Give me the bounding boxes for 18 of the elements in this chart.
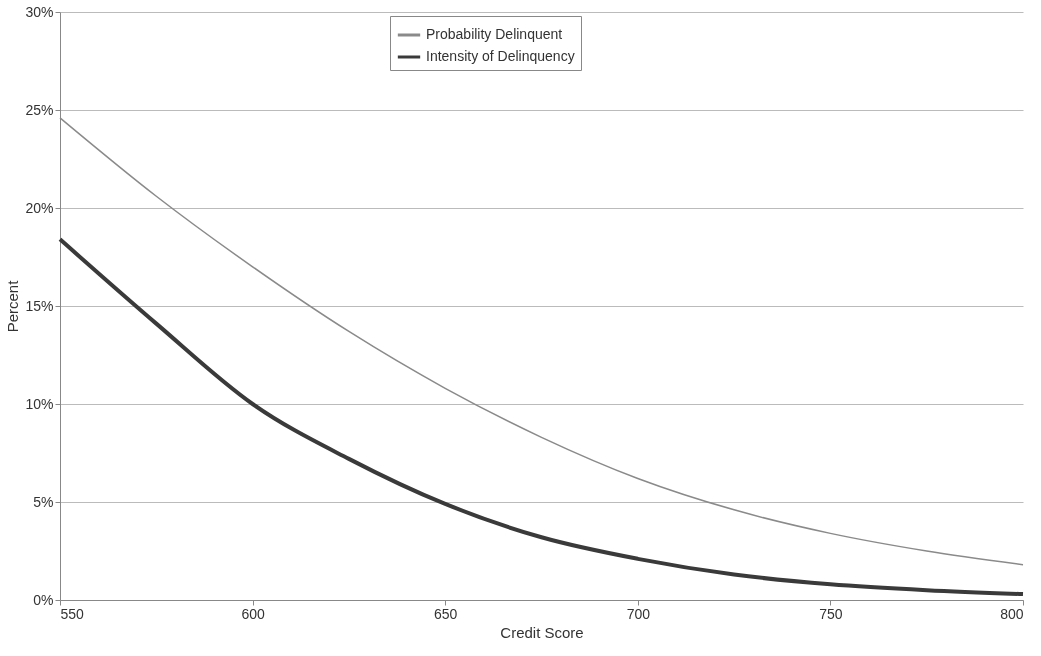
y-tick-label: 25% [25, 101, 54, 118]
x-axis-title: Credit Score [500, 623, 584, 641]
x-tick-label: 650 [434, 605, 458, 622]
legend-label: Probability Delinquent [426, 26, 563, 42]
y-tick-label: 30% [25, 3, 54, 20]
x-tick-label: 750 [819, 605, 843, 622]
y-tick-label: 0% [33, 591, 54, 608]
y-tick-label: 10% [25, 395, 54, 412]
y-tick-label: 5% [33, 493, 54, 510]
x-tick-label: 600 [241, 605, 265, 622]
y-tick-label: 20% [25, 199, 54, 216]
x-tick-label: 550 [60, 605, 85, 622]
legend-label: Intensity of Delinquency [426, 48, 575, 64]
x-tick-label: 800 [1000, 605, 1024, 622]
line-series [58, 237, 1025, 597]
y-axis-title: Percent [4, 279, 22, 333]
x-tick-label: 700 [626, 605, 651, 622]
y-tick-label: 15% [25, 297, 54, 314]
